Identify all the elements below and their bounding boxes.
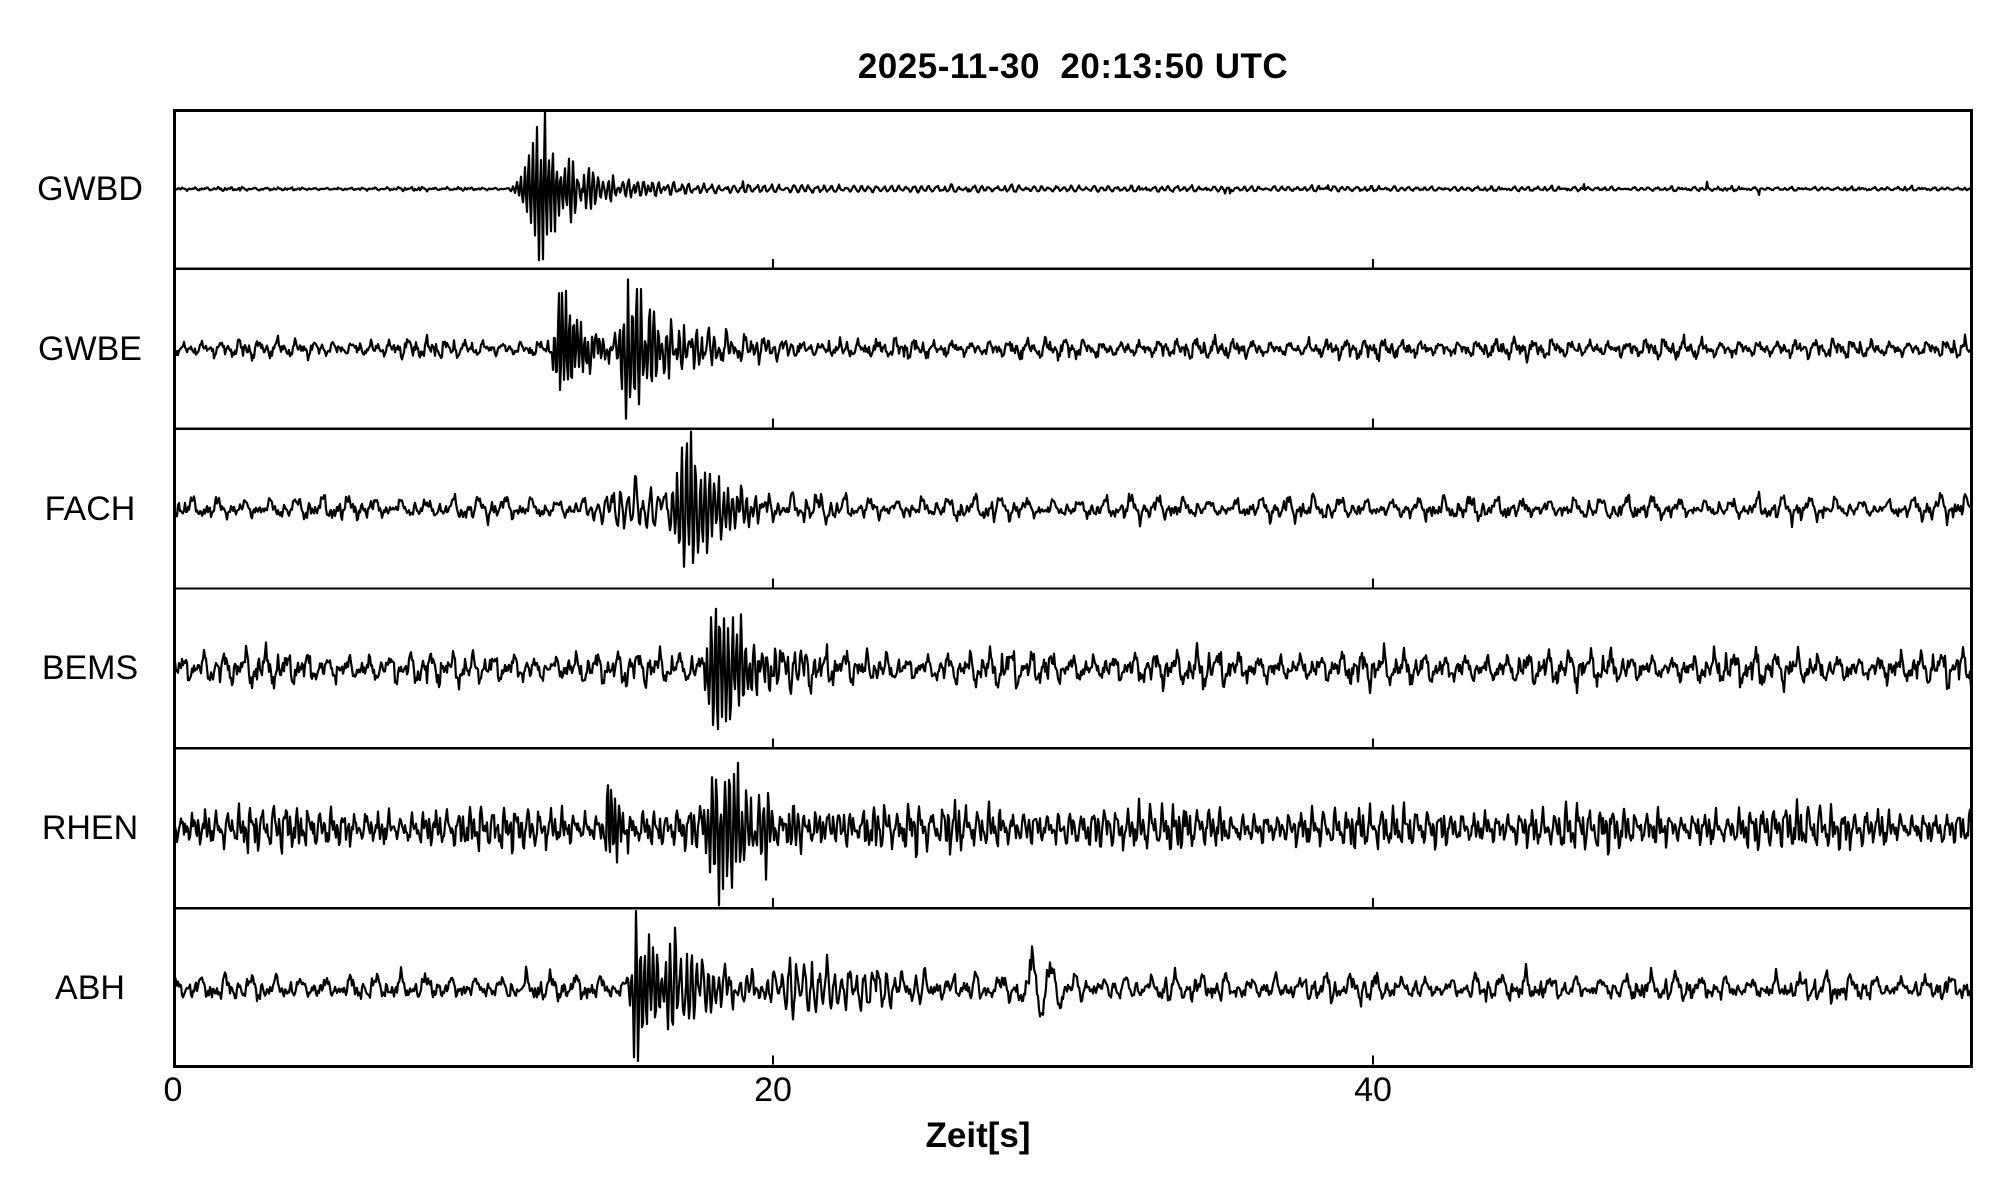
- x-tick-label-0: 0: [163, 1071, 183, 1109]
- trace-gwbd: [173, 110, 1973, 262]
- trace-bems: [173, 607, 1973, 731]
- waveform-plot: [173, 109, 1973, 1068]
- trace-fach: [173, 430, 1973, 568]
- x-tick-label-40: 40: [1354, 1071, 1392, 1109]
- x-tick-label-20: 20: [754, 1071, 792, 1109]
- plot-border: [173, 109, 1973, 1068]
- station-label-fach: FACH: [44, 489, 136, 528]
- station-label-gwbd: GWBD: [37, 169, 143, 208]
- trace-rhen: [173, 761, 1973, 907]
- trace-abh: [173, 909, 1973, 1063]
- x-axis-label: Zeit[s]: [925, 1116, 1031, 1155]
- station-label-rhen: RHEN: [41, 809, 139, 848]
- figure-title: 2025-11-30 20:13:50 UTC: [857, 47, 1289, 86]
- station-label-gwbe: GWBE: [38, 329, 142, 368]
- station-label-abh: ABH: [55, 969, 125, 1008]
- trace-gwbe: [173, 278, 1973, 420]
- station-label-bems: BEMS: [41, 649, 139, 688]
